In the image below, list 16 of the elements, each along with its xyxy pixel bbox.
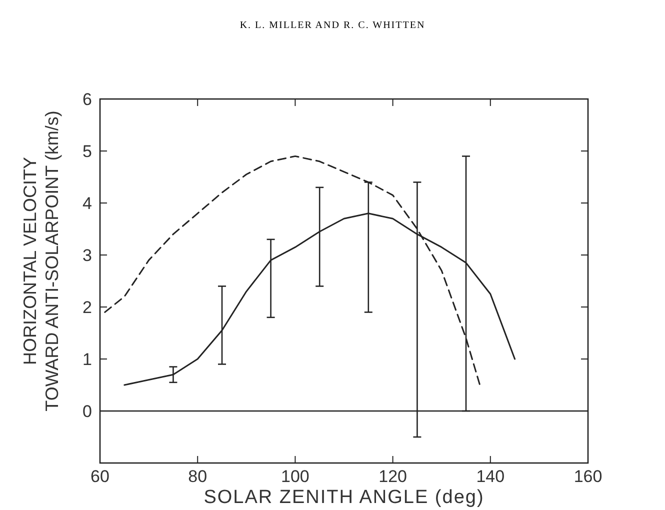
x-tick-label: 100 bbox=[281, 467, 310, 486]
y-tick-label: 0 bbox=[82, 402, 92, 421]
x-tick-label: 80 bbox=[188, 467, 208, 486]
y-tick-label: 2 bbox=[82, 298, 92, 317]
text: K. L. MILLER AND R. C. WHITTEN bbox=[240, 20, 426, 31]
y-tick-label: 6 bbox=[82, 90, 92, 109]
y-axis-title: HORIZONTAL VELOCITY TOWARD ANTI-SOLARPOINT (km/s) bbox=[20, 110, 62, 412]
y-tick-label: 5 bbox=[82, 142, 92, 161]
y-tick-label: 1 bbox=[82, 350, 92, 369]
x-tick-label: 140 bbox=[476, 467, 505, 486]
x-tick-label: 60 bbox=[90, 467, 110, 486]
x-axis-title: SOLAR ZENITH ANGLE (deg) bbox=[204, 487, 484, 508]
x-tick-label: 120 bbox=[378, 467, 407, 486]
x-tick-label: 160 bbox=[574, 467, 602, 486]
y-tick-label: 3 bbox=[82, 246, 92, 265]
y-tick-label: 4 bbox=[82, 194, 92, 213]
